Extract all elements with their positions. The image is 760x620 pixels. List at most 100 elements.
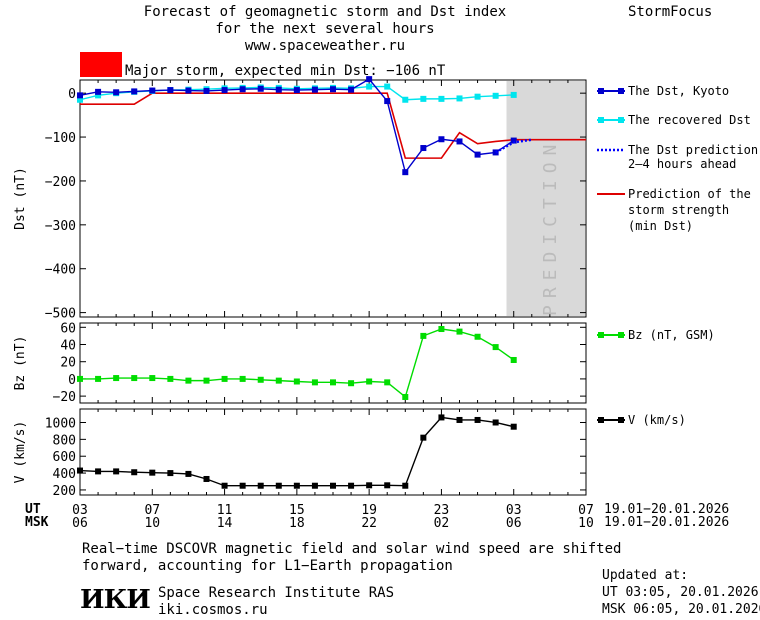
recovered-dst-point	[510, 91, 517, 98]
dst-kyoto-point	[131, 88, 138, 95]
updated-label: Updated at:	[602, 568, 689, 583]
msk-tick-label: 10	[144, 516, 160, 531]
speed-point	[95, 468, 102, 475]
y-tick-label: 800	[53, 433, 76, 448]
y-axis-title: V (km/s)	[13, 421, 28, 484]
y-tick-label: −500	[45, 307, 76, 322]
speed-point	[510, 423, 517, 430]
legend-strength-swatch	[597, 193, 625, 195]
recovered-dst-point	[492, 92, 499, 99]
y-tick-label: −200	[45, 175, 76, 190]
speed-point	[330, 482, 336, 489]
bz-point	[131, 375, 138, 382]
speed-point	[131, 469, 138, 476]
prediction-zone-label: PREDICTION	[540, 138, 561, 316]
speed-point	[149, 469, 156, 476]
bz-point	[149, 375, 156, 382]
ut-axis-label: UT	[25, 502, 41, 517]
prediction-zone	[506, 81, 585, 316]
bz-point	[293, 378, 300, 385]
bz-point	[510, 356, 517, 363]
speed-point	[257, 482, 264, 489]
ut-tick-label: 19	[361, 503, 377, 518]
speed-point	[492, 419, 499, 426]
y-axis-title: Dst (nT)	[13, 167, 28, 230]
storm-strength-line	[80, 92, 586, 159]
bz-point	[203, 377, 210, 384]
dst-kyoto-point	[348, 86, 355, 93]
legend-prediction-label-2: 2–4 hours ahead	[628, 157, 737, 171]
ut-date-range: 19.01−20.01.2026	[604, 502, 730, 517]
speed-point	[293, 482, 300, 489]
dst-kyoto-point	[330, 86, 336, 93]
speed-point	[438, 414, 445, 421]
recovered-dst-point	[77, 96, 83, 103]
dst-kyoto-point	[221, 87, 228, 94]
dst-kyoto-point	[185, 87, 192, 94]
msk-tick-label: 02	[434, 516, 450, 531]
dst-kyoto-point	[311, 86, 318, 93]
updated-ut: UT 03:05, 20.01.2026	[602, 585, 759, 600]
bz-point	[167, 375, 174, 382]
dst-kyoto-point	[456, 138, 463, 145]
updated-msk: MSK 06:05, 20.01.2026	[602, 602, 760, 617]
speed-point	[311, 482, 318, 489]
legend-dst-kyoto-swatch	[597, 88, 625, 94]
bz-point	[384, 379, 391, 386]
ut-tick-label: 07	[144, 503, 160, 518]
legend-bz-label: Bz (nT, GSM)	[628, 328, 715, 342]
speed-line	[79, 416, 514, 487]
speed-point	[221, 482, 228, 489]
propagation-note-1: Real−time DSCOVR magnetic field and sola…	[82, 541, 622, 557]
dst-kyoto-point	[438, 136, 445, 143]
recovered-dst-point	[420, 95, 427, 102]
legend-v-swatch	[597, 417, 625, 423]
legend-strength-label-1: Prediction of the	[628, 187, 751, 201]
bz-point	[438, 326, 445, 333]
bz-point	[113, 375, 120, 382]
y-axis-title: Bz (nT)	[13, 336, 28, 391]
y-tick-label: 0	[68, 373, 76, 388]
storm-level-label: Major storm, expected min Dst: −106 nT	[125, 63, 446, 79]
ut-tick-label: 11	[217, 503, 233, 518]
legend-strength-label-2: storm strength	[628, 203, 730, 217]
propagation-note-2: forward, accounting for L1−Earth propaga…	[82, 558, 453, 574]
speed-point	[185, 470, 192, 477]
y-tick-label: −400	[45, 263, 76, 278]
legend-recovered-swatch	[597, 117, 625, 123]
bz-panel-frame	[79, 322, 587, 404]
bz-point	[257, 376, 264, 383]
legend-bz-swatch	[597, 332, 625, 338]
speed-point	[456, 416, 463, 423]
legend-recovered-label: The recovered Dst	[628, 113, 751, 127]
speed-point	[384, 482, 391, 489]
speed-point	[420, 434, 427, 441]
recovered-dst-point	[438, 95, 445, 102]
ut-tick-label: 15	[289, 503, 305, 518]
institute-site[interactable]: iki.cosmos.ru	[158, 602, 268, 618]
msk-tick-label: 18	[289, 516, 305, 531]
speed-point	[167, 470, 174, 477]
y-tick-label: 40	[60, 339, 76, 354]
site-url[interactable]: www.spaceweather.ru	[244, 38, 406, 54]
legend-prediction-label-1: The Dst prediction	[628, 143, 759, 157]
storm-level-swatch	[80, 52, 122, 77]
msk-tick-label: 10	[578, 516, 594, 531]
msk-tick-label: 14	[217, 516, 233, 531]
dst-kyoto-point	[275, 86, 282, 93]
bz-point	[239, 375, 246, 382]
speed-point	[203, 475, 210, 482]
y-tick-label: 600	[53, 450, 76, 465]
bz-point	[330, 379, 336, 386]
msk-tick-label: 06	[72, 516, 88, 531]
recovered-dst-point	[456, 95, 463, 102]
msk-tick-label: 06	[506, 516, 522, 531]
iki-logo: ИКИ	[80, 585, 151, 615]
dst-kyoto-point	[366, 76, 373, 83]
ut-tick-label: 07	[578, 503, 594, 518]
dst-kyoto-point	[149, 87, 156, 94]
y-tick-label: 20	[60, 356, 76, 371]
bz-point	[77, 375, 83, 382]
speed-point	[113, 468, 120, 475]
legend-strength-label-3: (min Dst)	[628, 219, 694, 233]
